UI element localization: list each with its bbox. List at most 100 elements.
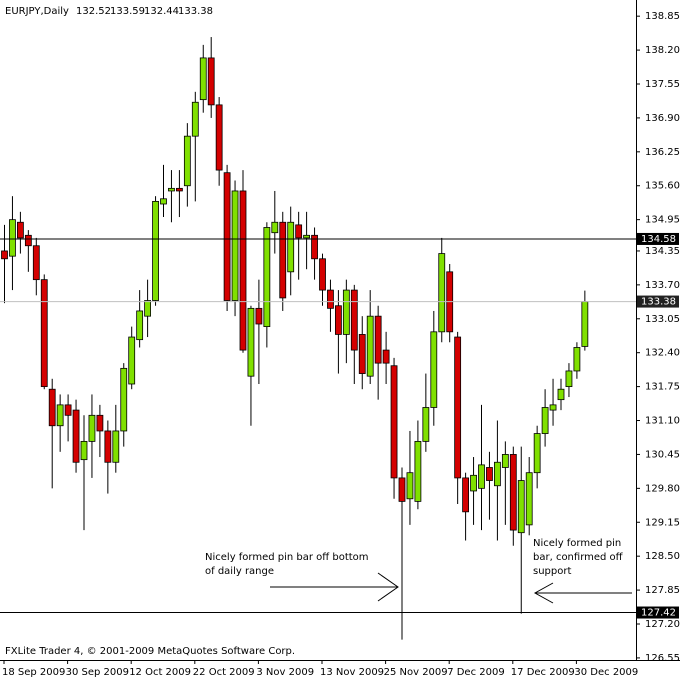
- footer: FXLite Trader 4, © 2001-2009 MetaQuotes …: [5, 646, 295, 657]
- candle-body: [509, 454, 517, 531]
- candle-body: [454, 336, 462, 479]
- x-tick-label: 25 Nov 2009: [384, 667, 448, 678]
- hline-box: [637, 232, 679, 245]
- x-tick-label: 7 Dec 2009: [447, 667, 505, 678]
- candle-body: [271, 221, 279, 234]
- candle-body: [64, 404, 72, 416]
- candle-body: [80, 440, 88, 461]
- x-tick-label: 13 Nov 2009: [320, 667, 384, 678]
- candle-body: [573, 347, 581, 372]
- arrow-2: [533, 582, 632, 604]
- candle-body: [430, 331, 438, 408]
- candle-body: [581, 301, 589, 347]
- candle-body: [295, 224, 303, 239]
- candle-body: [96, 414, 104, 432]
- candle-body: [175, 187, 183, 192]
- candle-body: [382, 349, 390, 364]
- y-tick-label: 131.10: [645, 416, 680, 427]
- y-tick-label: 135.60: [645, 181, 680, 192]
- annotation: bar, confirmed off: [533, 552, 624, 563]
- hline-label: 127.42: [641, 608, 676, 619]
- y-tick-label: 131.75: [645, 382, 680, 393]
- y-tick-label: 129.15: [645, 517, 680, 528]
- candle-body: [215, 104, 223, 171]
- candle-body: [112, 430, 120, 463]
- candle-body: [40, 279, 48, 388]
- y-tick-label: 132.40: [645, 348, 680, 359]
- candle-body: [152, 200, 159, 301]
- current-price-box: [637, 295, 679, 308]
- y-tick-label: 138.20: [645, 45, 680, 56]
- y-tick-label: 133.70: [645, 280, 680, 291]
- candle-body: [350, 289, 358, 351]
- annotation: Nicely formed pin bar off bottom: [205, 552, 369, 563]
- candle-body: [231, 190, 239, 301]
- candle-body: [438, 253, 446, 333]
- y-tick-label: 136.90: [645, 113, 680, 124]
- y-tick-label: 137.55: [645, 79, 680, 90]
- y-tick-label: 127.85: [645, 585, 680, 596]
- candle-body: [478, 464, 485, 489]
- candle-body: [136, 310, 144, 341]
- candle-body: [191, 101, 199, 137]
- candle-body: [239, 190, 247, 351]
- candle-body: [160, 198, 167, 205]
- y-tick-label: 126.55: [645, 653, 680, 664]
- annotation: of daily range: [205, 566, 274, 577]
- candle-body: [565, 370, 573, 388]
- candle-body: [9, 219, 16, 257]
- ohlc-low: 132.44: [144, 6, 179, 17]
- arrow-1: [270, 572, 399, 602]
- candle-body: [358, 334, 366, 374]
- hline-label: 134.58: [641, 234, 676, 245]
- candle-body: [334, 305, 342, 335]
- y-tick-label: 136.25: [645, 147, 680, 158]
- candle-body: [247, 307, 255, 377]
- y-tick-label: 138.85: [645, 11, 680, 22]
- current-price-label: 133.38: [641, 297, 676, 308]
- ohlc-close: 133.38: [178, 6, 213, 17]
- candle-body: [549, 404, 557, 411]
- candle-body: [327, 289, 334, 309]
- candle-body: [422, 407, 430, 442]
- candle-body: [414, 440, 422, 502]
- candle-body: [366, 315, 374, 377]
- ohlc-open: 132.52: [76, 6, 111, 17]
- candle-body: [390, 365, 398, 479]
- candle-body: [88, 414, 96, 442]
- candle-body: [1, 250, 8, 260]
- candle-body: [255, 307, 263, 325]
- x-tick-label: 30 Dec 2009: [574, 667, 638, 678]
- candle-body: [311, 234, 318, 260]
- x-tick-label: 22 Oct 2009: [193, 667, 255, 678]
- candle-body: [207, 57, 215, 106]
- candle-body: [342, 289, 350, 335]
- candle-body: [470, 474, 477, 492]
- candle-body: [263, 227, 271, 328]
- candle-body: [24, 234, 32, 247]
- y-tick-label: 129.80: [645, 483, 680, 494]
- candle-body: [120, 367, 128, 432]
- candle-body: [199, 57, 207, 101]
- annotation: Nicely formed pin: [533, 538, 621, 549]
- candle-body: [32, 245, 40, 281]
- candle-body: [48, 388, 56, 427]
- candle-body: [374, 315, 382, 364]
- candle-body: [557, 388, 565, 401]
- candle-body: [144, 300, 152, 317]
- x-tick-label: 17 Dec 2009: [511, 667, 575, 678]
- candle-body: [128, 336, 136, 385]
- candle-body: [168, 187, 175, 192]
- y-tick-label: 133.05: [645, 314, 680, 325]
- candle-body: [462, 477, 470, 513]
- candle-body: [279, 221, 287, 299]
- candle-body: [16, 221, 24, 239]
- candle-body: [223, 172, 231, 301]
- y-tick-label: 128.50: [645, 551, 680, 562]
- candle-body: [493, 461, 501, 487]
- x-tick-label: 3 Nov 2009: [256, 667, 314, 678]
- y-tick-label: 130.45: [645, 449, 680, 460]
- candle-body: [533, 433, 541, 474]
